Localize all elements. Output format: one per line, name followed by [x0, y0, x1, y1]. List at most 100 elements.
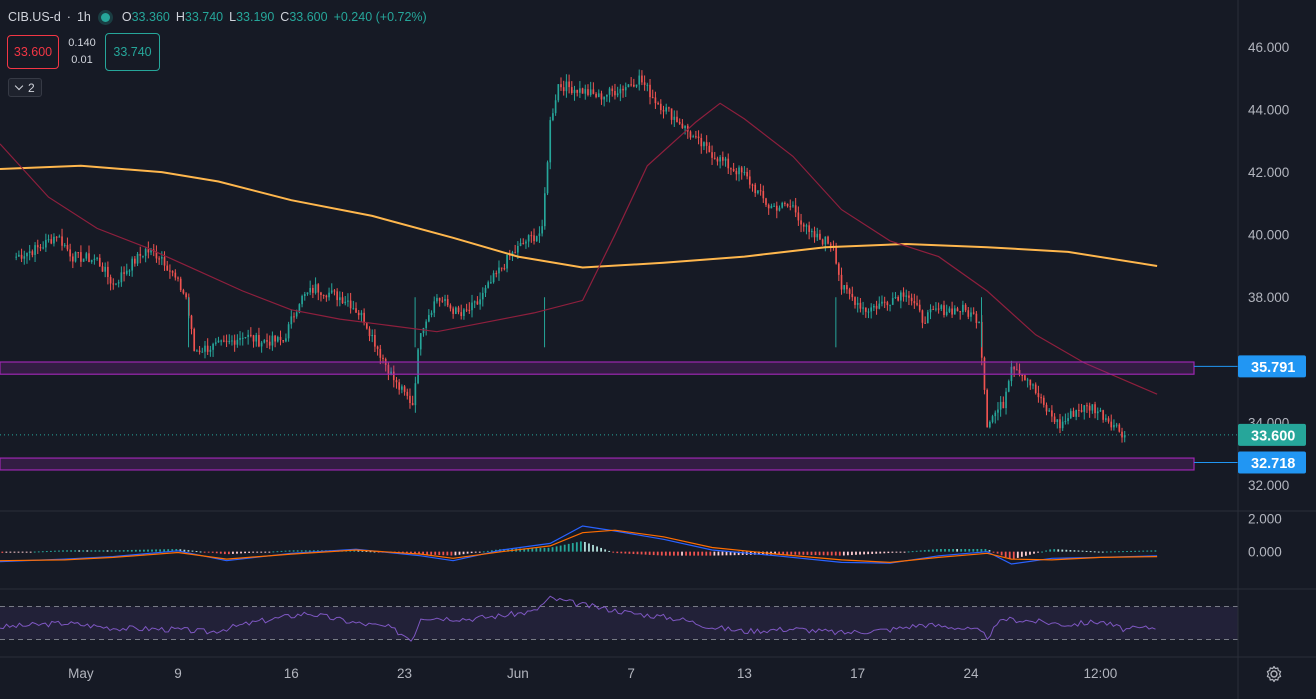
- candle-body[interactable]: [47, 239, 50, 241]
- candle-body[interactable]: [374, 334, 376, 347]
- macd-histogram-bar[interactable]: [689, 551, 692, 556]
- candle-body[interactable]: [859, 302, 862, 309]
- macd-histogram-bar[interactable]: [648, 551, 651, 555]
- macd-histogram-bar[interactable]: [276, 551, 279, 553]
- macd-histogram-bar[interactable]: [624, 551, 627, 554]
- macd-histogram-bar[interactable]: [527, 548, 530, 552]
- candle-body[interactable]: [746, 172, 748, 177]
- macd-histogram-bar[interactable]: [49, 550, 52, 552]
- candle-body[interactable]: [956, 308, 959, 312]
- candle-body[interactable]: [495, 273, 498, 275]
- candle-body[interactable]: [1110, 421, 1113, 428]
- macd-histogram-bar[interactable]: [357, 550, 360, 552]
- macd-histogram-bar[interactable]: [1077, 550, 1080, 552]
- candle-body[interactable]: [835, 246, 837, 264]
- macd-histogram-bar[interactable]: [834, 551, 837, 556]
- candle-body[interactable]: [1075, 409, 1078, 417]
- candle-body[interactable]: [293, 316, 295, 318]
- candle-body[interactable]: [908, 295, 910, 298]
- macd-histogram-bar[interactable]: [58, 550, 60, 552]
- candle-body[interactable]: [1042, 397, 1045, 405]
- candle-body[interactable]: [77, 252, 80, 254]
- candle-body[interactable]: [1072, 411, 1075, 417]
- macd-histogram-bar[interactable]: [1000, 551, 1003, 556]
- macd-histogram-bar[interactable]: [227, 551, 230, 555]
- candle-body[interactable]: [303, 294, 306, 297]
- buy-button[interactable]: 33.740: [105, 33, 160, 71]
- candle-body[interactable]: [23, 256, 26, 259]
- candle-body[interactable]: [365, 323, 368, 329]
- candle-body[interactable]: [355, 308, 357, 313]
- macd-histogram-bar[interactable]: [976, 549, 979, 552]
- macd-histogram-bar[interactable]: [418, 551, 420, 555]
- candle-body[interactable]: [1037, 393, 1040, 398]
- macd-histogram-bar[interactable]: [248, 551, 251, 553]
- candle-body[interactable]: [902, 292, 905, 297]
- macd-histogram-bar[interactable]: [1029, 551, 1031, 555]
- candle-body[interactable]: [139, 253, 142, 256]
- candle-body[interactable]: [500, 267, 503, 269]
- candle-body[interactable]: [732, 169, 735, 171]
- candle-body[interactable]: [722, 157, 724, 161]
- macd-histogram-bar[interactable]: [106, 550, 109, 552]
- macd-histogram-bar[interactable]: [1150, 550, 1153, 552]
- candle-body[interactable]: [419, 333, 422, 350]
- candle-body[interactable]: [417, 349, 419, 384]
- candle-body[interactable]: [692, 136, 695, 138]
- candle-body[interactable]: [937, 308, 940, 310]
- macd-histogram-bar[interactable]: [450, 551, 453, 556]
- candle-body[interactable]: [228, 341, 231, 343]
- macd-histogram-bar[interactable]: [1065, 549, 1068, 552]
- candle-body[interactable]: [460, 312, 463, 317]
- macd-histogram-bar[interactable]: [426, 551, 429, 555]
- candle-body[interactable]: [1053, 416, 1056, 422]
- macd-histogram-bar[interactable]: [952, 549, 954, 552]
- candle-body[interactable]: [347, 300, 349, 302]
- candle-body[interactable]: [762, 191, 765, 199]
- candle-body[interactable]: [498, 267, 500, 274]
- macd-histogram-bar[interactable]: [737, 551, 740, 556]
- candle-body[interactable]: [212, 343, 214, 350]
- candle-body[interactable]: [910, 297, 913, 302]
- candle-body[interactable]: [894, 296, 897, 299]
- macd-histogram-bar[interactable]: [175, 549, 178, 552]
- candle-body[interactable]: [530, 235, 533, 237]
- candle-body[interactable]: [576, 89, 579, 93]
- macd-histogram-bar[interactable]: [907, 551, 910, 553]
- macd-histogram-bar[interactable]: [203, 551, 206, 553]
- candle-body[interactable]: [198, 350, 201, 352]
- macd-histogram-bar[interactable]: [992, 551, 995, 553]
- candle-body[interactable]: [93, 258, 96, 260]
- macd-histogram-bar[interactable]: [931, 549, 934, 552]
- macd-histogram-bar[interactable]: [17, 551, 20, 553]
- candle-body[interactable]: [711, 152, 713, 158]
- candle-body[interactable]: [1078, 409, 1080, 411]
- candle-body[interactable]: [1099, 410, 1102, 412]
- candle-body[interactable]: [619, 88, 622, 94]
- candle-body[interactable]: [268, 341, 271, 346]
- macd-histogram-bar[interactable]: [308, 550, 311, 552]
- candle-body[interactable]: [624, 87, 627, 91]
- candle-body[interactable]: [1118, 424, 1121, 432]
- macd-histogram-bar[interactable]: [1109, 551, 1112, 553]
- candle-body[interactable]: [1094, 404, 1096, 414]
- candle-body[interactable]: [430, 312, 433, 316]
- candle-body[interactable]: [428, 315, 430, 322]
- macd-histogram-bar[interactable]: [1045, 550, 1048, 552]
- candle-body[interactable]: [120, 272, 123, 283]
- candle-body[interactable]: [1040, 397, 1042, 399]
- macd-histogram-bar[interactable]: [454, 551, 457, 556]
- candle-body[interactable]: [490, 282, 492, 284]
- candle-body[interactable]: [506, 255, 508, 269]
- macd-histogram-bar[interactable]: [940, 549, 942, 552]
- candle-body[interactable]: [676, 116, 678, 123]
- macd-histogram-bar[interactable]: [122, 550, 125, 552]
- candle-body[interactable]: [403, 386, 406, 392]
- macd-histogram-bar[interactable]: [636, 551, 639, 555]
- candle-body[interactable]: [724, 158, 727, 161]
- candle-body[interactable]: [827, 236, 829, 244]
- macd-histogram-bar[interactable]: [171, 549, 174, 552]
- candle-body[interactable]: [158, 258, 160, 260]
- macd-histogram-bar[interactable]: [980, 549, 983, 552]
- macd-histogram-bar[interactable]: [252, 551, 255, 553]
